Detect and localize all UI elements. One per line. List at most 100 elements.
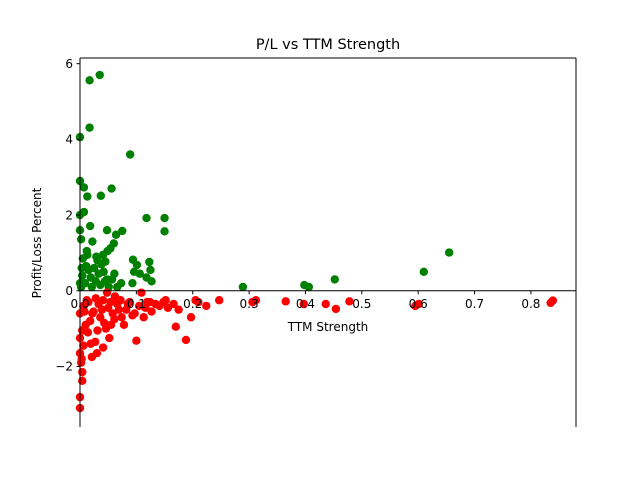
data-point (86, 339, 95, 348)
data-point (79, 341, 88, 350)
data-point (105, 333, 114, 343)
data-point (171, 322, 181, 331)
x-tick-label: 0.2 (183, 297, 202, 311)
axes: 0.0 0.1 0.2 0.3 0.4 0.5 0.6 0.7 0.8 −2 0 2 4 6 (55, 57, 577, 427)
data-point (251, 296, 261, 305)
data-point (83, 192, 92, 201)
data-point (238, 282, 248, 292)
data-point (181, 335, 191, 345)
data-point (145, 257, 154, 267)
data-point (97, 305, 107, 314)
data-point (106, 297, 115, 307)
data-point (141, 303, 150, 312)
data-point (95, 70, 104, 80)
x-tick-label: 0.1 (127, 297, 146, 311)
chart-title: P/L vs TTM Strength (256, 37, 400, 53)
x-tick-label: 0.0 (70, 297, 89, 311)
data-point (139, 313, 148, 322)
data-point (85, 316, 95, 326)
data-point (128, 278, 137, 288)
data-point (110, 292, 120, 301)
data-point (194, 297, 203, 307)
data-point (78, 376, 87, 386)
data-point (79, 183, 89, 192)
data-point (119, 320, 129, 330)
data-point (92, 349, 102, 358)
y-tick-label: 6 (65, 57, 73, 71)
data-point (321, 299, 330, 309)
data-point (88, 237, 97, 246)
data-point (331, 304, 341, 314)
data-point (128, 311, 137, 320)
data-point (147, 307, 156, 316)
data-point (77, 354, 86, 364)
data-point (85, 123, 94, 132)
data-point (137, 288, 146, 297)
data-point (98, 250, 108, 259)
data-point (125, 150, 135, 159)
y-tick-label: 4 (65, 133, 73, 147)
data-point (98, 343, 108, 352)
data-point (85, 76, 94, 85)
data-point (111, 230, 121, 239)
data-point (114, 305, 124, 314)
x-tick-label: 0.4 (296, 297, 315, 311)
data-point (102, 226, 112, 235)
data-point (146, 265, 155, 275)
data-point (548, 296, 558, 305)
data-point (78, 271, 87, 280)
data-point (132, 260, 142, 270)
data-point (93, 256, 102, 265)
data-point (132, 336, 141, 345)
data-point (118, 226, 127, 236)
x-tick-label: 0.6 (409, 297, 428, 311)
data-point (444, 248, 454, 257)
data-point (147, 277, 156, 286)
data-point (117, 313, 126, 322)
data-point (83, 250, 92, 259)
data-point (160, 227, 169, 236)
data-point (93, 326, 102, 335)
data-point (84, 297, 93, 307)
x-axis-label: TTM Strength (287, 320, 369, 334)
y-tick-label: 0 (65, 284, 73, 298)
data-point (99, 267, 108, 277)
y-axis-label: Profit/Loss Percent (30, 187, 44, 298)
data-point (91, 294, 100, 303)
data-point (110, 314, 119, 324)
data-point (202, 301, 211, 311)
x-tick-label: 0.5 (352, 297, 371, 311)
data-point (89, 263, 99, 273)
data-point (304, 282, 314, 292)
data-point (215, 296, 224, 305)
data-point (174, 305, 183, 314)
x-tick-label: 0.8 (521, 297, 540, 311)
data-point (169, 299, 178, 309)
data-point (299, 299, 308, 309)
data-point (135, 269, 144, 278)
data-point (345, 297, 354, 306)
data-point (102, 288, 112, 297)
data-point (83, 328, 93, 337)
plot-area (75, 70, 558, 413)
data-point (419, 267, 429, 277)
data-point (161, 296, 170, 305)
data-point (113, 282, 122, 292)
y-tick-label: −2 (55, 360, 73, 374)
data-point (80, 307, 89, 316)
data-point (98, 296, 108, 305)
data-point (110, 269, 119, 278)
data-point (142, 213, 151, 223)
data-point (186, 313, 196, 322)
data-point (78, 367, 87, 377)
x-tick-label: 0.7 (465, 297, 484, 311)
x-tick-label: 0.3 (240, 297, 259, 311)
data-point (100, 277, 110, 286)
data-point (123, 299, 133, 309)
y-tick-label: 2 (65, 208, 73, 222)
data-point (100, 318, 109, 328)
data-point (76, 235, 86, 244)
data-point (85, 221, 95, 231)
